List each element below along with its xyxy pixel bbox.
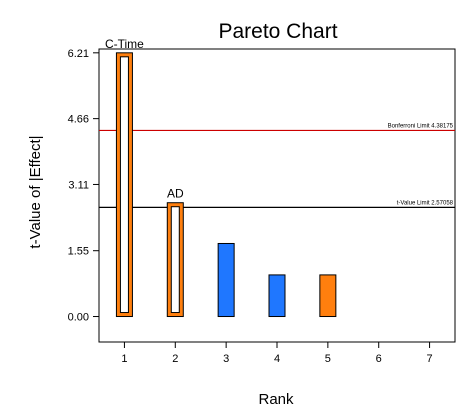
reference-lines: Bonferroni Limit 4.38175 t-Value Limit 2.…	[99, 123, 455, 208]
reference-line-label: t-Value Limit 2.57058	[397, 200, 454, 206]
bar-rank-5	[319, 274, 337, 318]
y-tick-label: 3.11	[68, 179, 89, 191]
chart-title: Pareto Chart	[218, 20, 337, 43]
x-axis-title: Rank	[258, 391, 294, 408]
x-tick-label: 1	[121, 353, 127, 365]
bars: C-Time AD	[105, 37, 337, 318]
bar-hollow-inner	[119, 56, 129, 314]
y-tick-label: 6.21	[68, 48, 89, 60]
bar-rank-3	[217, 242, 235, 318]
y-axis-title: t-Value of |Effect|	[27, 135, 44, 248]
x-tick-label: 4	[274, 353, 280, 365]
bar-label: C-Time	[105, 37, 144, 51]
x-tick-label: 3	[223, 353, 229, 365]
x-tick-label: 2	[172, 353, 178, 365]
x-tick-label: 5	[325, 353, 331, 365]
axis-ticks: 0.00 1.55 3.11 4.66 6.21 1 2 3 4 5 6 7	[68, 48, 433, 365]
reference-line-label: Bonferroni Limit 4.38175	[388, 123, 454, 129]
x-tick-label: 7	[427, 353, 433, 365]
y-tick-label: 1.55	[68, 246, 89, 258]
y-tick-label: 0.00	[68, 312, 89, 324]
y-tick-label: 4.66	[68, 114, 89, 126]
bar-label: AD	[167, 187, 184, 201]
bar-rank-4	[268, 274, 286, 318]
bar-hollow-inner	[170, 206, 180, 314]
x-tick-label: 6	[376, 353, 382, 365]
